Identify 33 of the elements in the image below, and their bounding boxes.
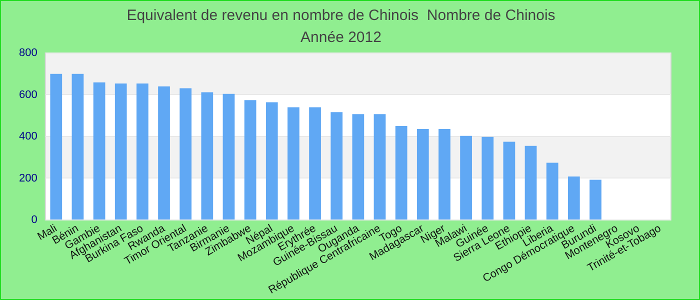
bar — [416, 128, 429, 220]
bar — [374, 114, 386, 220]
bar — [546, 162, 558, 220]
bar — [438, 128, 450, 220]
bar — [395, 126, 408, 220]
bar — [266, 102, 278, 220]
bar — [50, 74, 62, 220]
bar — [72, 74, 84, 220]
bar — [330, 112, 343, 220]
chart-title: Equivalent de revenu en nombre de Chinois Nombre de Chinois — [126, 7, 556, 24]
bar — [180, 88, 192, 220]
bar — [222, 94, 235, 220]
bar — [352, 114, 364, 220]
bar — [136, 83, 148, 220]
bar — [93, 82, 106, 220]
y-tick-label: 0 — [31, 214, 38, 226]
bar — [309, 107, 321, 220]
y-tick-label: 800 — [18, 47, 38, 60]
bar — [158, 86, 170, 220]
bar — [244, 100, 256, 220]
chart-subtitle: Année 2012 — [300, 29, 382, 46]
y-tick-label: 200 — [18, 172, 38, 184]
bar — [524, 146, 537, 220]
bar — [590, 180, 602, 220]
y-tick-label: 400 — [18, 130, 38, 143]
bar — [482, 136, 494, 220]
bar — [460, 136, 472, 220]
bar — [568, 176, 580, 220]
bar — [114, 83, 127, 220]
bar — [288, 107, 300, 220]
bar — [201, 92, 214, 220]
bar — [503, 142, 516, 220]
y-tick-label: 600 — [18, 88, 38, 101]
